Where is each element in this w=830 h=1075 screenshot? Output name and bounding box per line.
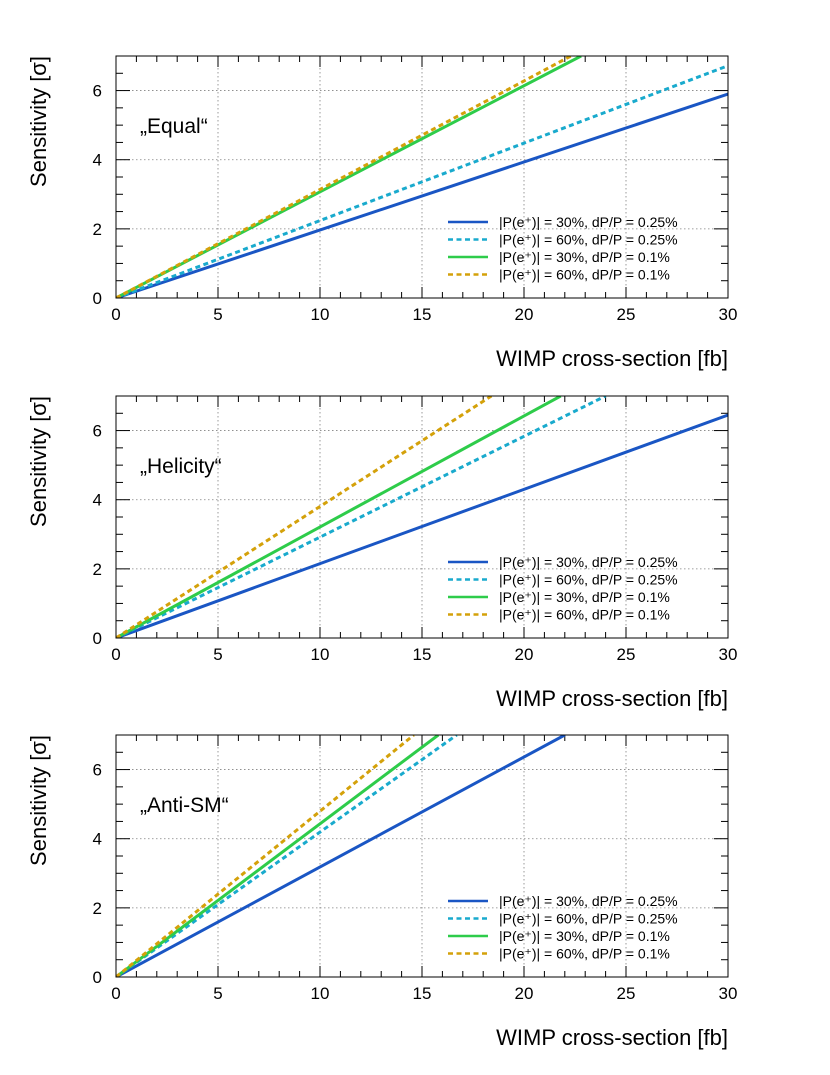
x-tick-label: 30 — [719, 984, 738, 1003]
x-tick-label: 0 — [111, 984, 120, 1003]
series-line-3 — [116, 735, 440, 977]
x-tick-label: 20 — [515, 305, 534, 324]
legend-entry: |P(e⁺)| = 30%, dP/P = 0.25% — [499, 893, 678, 909]
chart-panel-1: 0 5 10 15 20 25 30 0 2 4 6 WIMP cross-section [fb] S… — [26, 55, 738, 371]
series-line-4 — [116, 396, 493, 638]
y-axis-title: Sensitivity [σ] — [26, 396, 51, 527]
series-lines — [116, 735, 566, 977]
x-tick-label: 10 — [311, 645, 330, 664]
plot-frame — [115, 55, 729, 299]
series-line-2 — [116, 64, 728, 298]
series-line-1 — [116, 92, 728, 298]
legend: |P(e⁺)| = 30%, dP/P = 0.25% |P(e⁺)| = 60%… — [448, 893, 678, 962]
x-tick-label: 10 — [311, 984, 330, 1003]
x-tick-label: 5 — [213, 984, 222, 1003]
series-line-3 — [116, 396, 562, 638]
series-line-2 — [116, 735, 458, 977]
legend-entry: |P(e⁺)| = 60%, dP/P = 0.1% — [499, 607, 670, 623]
legend-entry: |P(e⁺)| = 30%, dP/P = 0.1% — [499, 928, 670, 944]
x-tick-label: 25 — [617, 984, 636, 1003]
y-tick-label: 6 — [93, 761, 102, 780]
y-tick-label: 2 — [93, 899, 102, 918]
x-tick-label: 5 — [213, 305, 222, 324]
series-line-2 — [116, 396, 607, 638]
x-axis-title: WIMP cross-section [fb] — [496, 346, 728, 371]
x-tick-label: 5 — [213, 645, 222, 664]
series-line-4 — [116, 735, 415, 977]
plot-frame — [115, 395, 729, 639]
x-tick-label: 20 — [515, 645, 534, 664]
legend-entry: |P(e⁺)| = 30%, dP/P = 0.1% — [499, 589, 670, 605]
y-axis-title: Sensitivity [σ] — [26, 735, 51, 866]
x-tick-label: 0 — [111, 305, 120, 324]
grid — [116, 735, 728, 977]
y-tick-label: 2 — [93, 220, 102, 239]
legend-entry: |P(e⁺)| = 60%, dP/P = 0.25% — [499, 572, 678, 588]
series-lines — [116, 396, 728, 638]
y-tick-label: 4 — [93, 830, 102, 849]
grid — [116, 56, 728, 298]
legend: |P(e⁺)| = 30%, dP/P = 0.25% |P(e⁺)| = 60%… — [448, 554, 678, 623]
x-tick-label: 0 — [111, 645, 120, 664]
x-tick-label: 25 — [617, 305, 636, 324]
legend-entry: |P(e⁺)| = 60%, dP/P = 0.25% — [499, 232, 678, 248]
y-tick-label: 6 — [93, 422, 102, 441]
scenario-label: „Anti-SM“ — [140, 794, 229, 817]
y-tick-label: 6 — [93, 82, 102, 101]
x-axis-title: WIMP cross-section [fb] — [496, 686, 728, 711]
scenario-label: „Equal“ — [140, 115, 208, 138]
x-tick-label: 25 — [617, 645, 636, 664]
x-tick-label: 30 — [719, 645, 738, 664]
legend-entry: |P(e⁺)| = 60%, dP/P = 0.1% — [499, 946, 670, 962]
x-tick-label: 15 — [413, 984, 432, 1003]
legend: |P(e⁺)| = 30%, dP/P = 0.25% |P(e⁺)| = 60%… — [448, 214, 678, 283]
scenario-label: „Helicity“ — [140, 455, 222, 478]
legend-entry: |P(e⁺)| = 30%, dP/P = 0.25% — [499, 214, 678, 230]
series-line-1 — [116, 413, 728, 638]
series-line-1 — [116, 735, 566, 977]
legend-entry: |P(e⁺)| = 60%, dP/P = 0.1% — [499, 267, 670, 283]
y-tick-label: 0 — [93, 968, 102, 987]
x-axis-title: WIMP cross-section [fb] — [496, 1025, 728, 1050]
legend-entry: |P(e⁺)| = 30%, dP/P = 0.25% — [499, 554, 678, 570]
y-tick-label: 0 — [93, 629, 102, 648]
x-tick-label: 30 — [719, 305, 738, 324]
y-axis-title: Sensitivity [σ] — [26, 56, 51, 187]
series-lines — [116, 56, 728, 298]
y-tick-label: 4 — [93, 491, 102, 510]
y-tick-label: 0 — [93, 289, 102, 308]
series-line-4 — [116, 56, 572, 298]
chart-panel-3: 0 5 10 15 20 25 30 0 2 4 6 WIMP cross-section [fb] S… — [26, 734, 738, 1050]
y-tick-label: 2 — [93, 560, 102, 579]
x-tick-label: 15 — [413, 305, 432, 324]
legend-entry: |P(e⁺)| = 60%, dP/P = 0.25% — [499, 911, 678, 927]
plot-frame — [115, 734, 729, 978]
legend-entry: |P(e⁺)| = 30%, dP/P = 0.1% — [499, 249, 670, 265]
x-tick-label: 20 — [515, 984, 534, 1003]
x-tick-label: 10 — [311, 305, 330, 324]
y-tick-label: 4 — [93, 151, 102, 170]
chart-panel-2: 0 5 10 15 20 25 30 0 2 4 6 WIMP cross-section [fb] S… — [26, 395, 738, 711]
x-tick-label: 15 — [413, 645, 432, 664]
ticks — [115, 734, 729, 978]
